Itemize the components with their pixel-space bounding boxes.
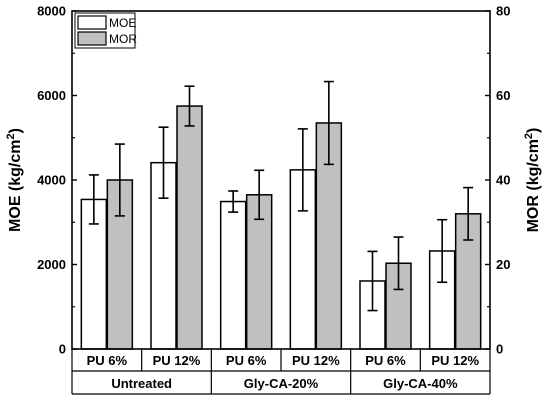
subcategory-label: PU 6% bbox=[226, 353, 267, 368]
right-tick-label: 0 bbox=[496, 342, 503, 357]
legend-swatch bbox=[77, 31, 107, 46]
right-axis-title: MOR (kg/cm2) bbox=[523, 128, 542, 233]
subcategory-label: PU 12% bbox=[292, 353, 340, 368]
axes-layer: 0 2000 4000 6000 8000 0 20 40 60 80 bbox=[37, 4, 510, 357]
left-tick-label: 2000 bbox=[37, 257, 66, 272]
left-tick-label: 4000 bbox=[37, 173, 66, 188]
subcategory-label: PU 12% bbox=[153, 353, 201, 368]
subcategory-label: PU 12% bbox=[431, 353, 479, 368]
legend-label: MOR bbox=[109, 32, 137, 46]
right-axis-title-superscript: 2 bbox=[523, 133, 535, 139]
legend-label: MOE bbox=[109, 16, 136, 30]
category-table: PU 6% PU 12% PU 6% PU 12% PU 6% PU 12% Untreat… bbox=[71, 349, 491, 395]
left-tick-label: 8000 bbox=[37, 4, 66, 19]
right-tick-label: 20 bbox=[496, 257, 510, 272]
mor-bar bbox=[245, 194, 273, 350]
legend-swatch bbox=[77, 15, 107, 30]
group-label: Untreated bbox=[111, 376, 172, 391]
subcategory-label: PU 6% bbox=[365, 353, 406, 368]
right-axis-title-text: MOR (kg/cm bbox=[525, 139, 542, 232]
subcategory-label: PU 6% bbox=[87, 353, 128, 368]
left-tick-label: 0 bbox=[59, 342, 66, 357]
axis-titles: MOE (kg/cm2)MOR (kg/cm2) bbox=[5, 128, 542, 233]
left-axis-title-text: MOE (kg/cm bbox=[7, 139, 24, 231]
left-axis-title-superscript: 2 bbox=[5, 133, 17, 139]
right-axis-title-tail: ) bbox=[525, 128, 542, 133]
left-tick-label: 6000 bbox=[37, 88, 66, 103]
mor-bar bbox=[176, 105, 203, 350]
group-label: Gly-CA-40% bbox=[383, 376, 458, 391]
left-axis-title: MOE (kg/cm2) bbox=[5, 128, 24, 232]
plot-frame bbox=[71, 10, 491, 350]
legend: MOE MOR bbox=[74, 12, 137, 49]
moe-bar bbox=[219, 200, 247, 350]
bars-layer bbox=[80, 80, 482, 350]
left-axis-title-tail: ) bbox=[7, 128, 24, 133]
group-label: Gly-CA-20% bbox=[244, 376, 319, 391]
right-tick-label: 80 bbox=[496, 4, 510, 19]
plot-border bbox=[71, 10, 491, 350]
right-tick-label: 60 bbox=[496, 88, 510, 103]
right-tick-label: 40 bbox=[496, 173, 510, 188]
